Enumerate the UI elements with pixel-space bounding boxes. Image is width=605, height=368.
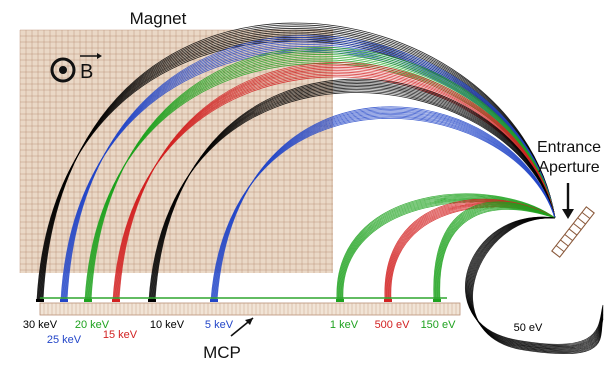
- mcp-impact-marks: [36, 299, 441, 302]
- trajectory-path: [439, 208, 556, 301]
- b-field-symbol: B: [50, 53, 102, 83]
- impact-mark: [148, 299, 156, 302]
- aperture-label-line1: Entrance: [537, 139, 601, 156]
- energy-label-1kev: 1 keV: [330, 319, 359, 331]
- impact-mark: [336, 299, 344, 302]
- trajectory-path: [468, 217, 604, 349]
- aperture-pointer-head: [562, 209, 574, 219]
- trajectory-path: [216, 106, 556, 301]
- trajectory-path: [466, 216, 604, 347]
- aperture-label-line2: Aperture: [538, 159, 599, 176]
- aperture-ladder: [551, 206, 595, 258]
- b-field-label: B: [80, 61, 93, 83]
- aperture-slot: [573, 223, 582, 230]
- impact-mark: [112, 299, 120, 302]
- aperture-slot: [564, 234, 573, 241]
- impact-mark: [84, 299, 92, 302]
- energy-label-20kev: 20 keV: [75, 319, 110, 331]
- impact-mark: [433, 299, 441, 302]
- entrance-aperture: Entrance Aperture: [537, 139, 601, 258]
- trajectory-path: [470, 217, 604, 352]
- aperture-slot: [581, 211, 591, 219]
- trajectory-path: [464, 216, 604, 345]
- trajectories: [36, 22, 604, 355]
- energy-label-150ev: 150 eV: [421, 319, 457, 331]
- aperture-slot: [577, 217, 586, 225]
- mcp-detector: MCP: [36, 297, 461, 362]
- trajectory-path: [433, 201, 556, 301]
- trajectory-path: [468, 217, 604, 350]
- impact-mark: [210, 299, 218, 302]
- trajectory-path: [154, 78, 556, 301]
- mcp-pointer-head: [245, 318, 253, 325]
- energy-label-15kev: 15 keV: [103, 329, 138, 341]
- trajectory-path: [466, 217, 604, 348]
- magnet-title: Magnet: [130, 9, 187, 28]
- trajectory-path: [471, 217, 604, 354]
- trajectory-path: [341, 200, 556, 301]
- trajectory-path: [42, 22, 556, 301]
- trajectory-path: [341, 199, 556, 301]
- trajectory-path: [66, 35, 556, 301]
- trajectory-path: [436, 205, 556, 301]
- aperture-slot: [568, 228, 578, 236]
- out-of-page-icon: [50, 57, 76, 83]
- energy-labels: 30 keV 25 keV 20 keV 15 keV 10 keV 5 keV…: [23, 319, 543, 346]
- trajectory-path: [469, 217, 604, 351]
- energy-label-500ev: 500 eV: [375, 319, 411, 331]
- impact-mark: [60, 299, 68, 302]
- trajectory-path: [438, 207, 556, 301]
- trajectory-path: [467, 217, 604, 349]
- vector-arrowhead: [97, 53, 102, 59]
- aperture-slot: [555, 245, 565, 253]
- energy-label-30kev: 30 keV: [23, 319, 58, 331]
- mcp-plate: [39, 302, 461, 316]
- out-of-page-dot: [59, 66, 67, 74]
- mcp-label: MCP: [203, 343, 241, 362]
- aperture-stack: [551, 206, 595, 258]
- trajectory-path: [342, 201, 556, 301]
- trajectory-path: [472, 217, 604, 355]
- impact-mark: [36, 299, 44, 302]
- trajectory-path: [470, 217, 604, 353]
- trajectory-path: [465, 216, 604, 346]
- aperture-slot: [560, 239, 569, 247]
- energy-label-5kev: 5 keV: [205, 319, 234, 331]
- mcp-segments: [43, 303, 457, 315]
- energy-label-50ev: 50 eV: [514, 322, 543, 334]
- energy-label-10kev: 10 keV: [150, 319, 185, 331]
- magnet-region: Magnet B: [19, 9, 333, 273]
- energy-label-25kev: 25 keV: [47, 334, 82, 346]
- trajectory-path: [339, 197, 556, 301]
- impact-mark: [384, 299, 392, 302]
- trajectory-path: [438, 208, 556, 301]
